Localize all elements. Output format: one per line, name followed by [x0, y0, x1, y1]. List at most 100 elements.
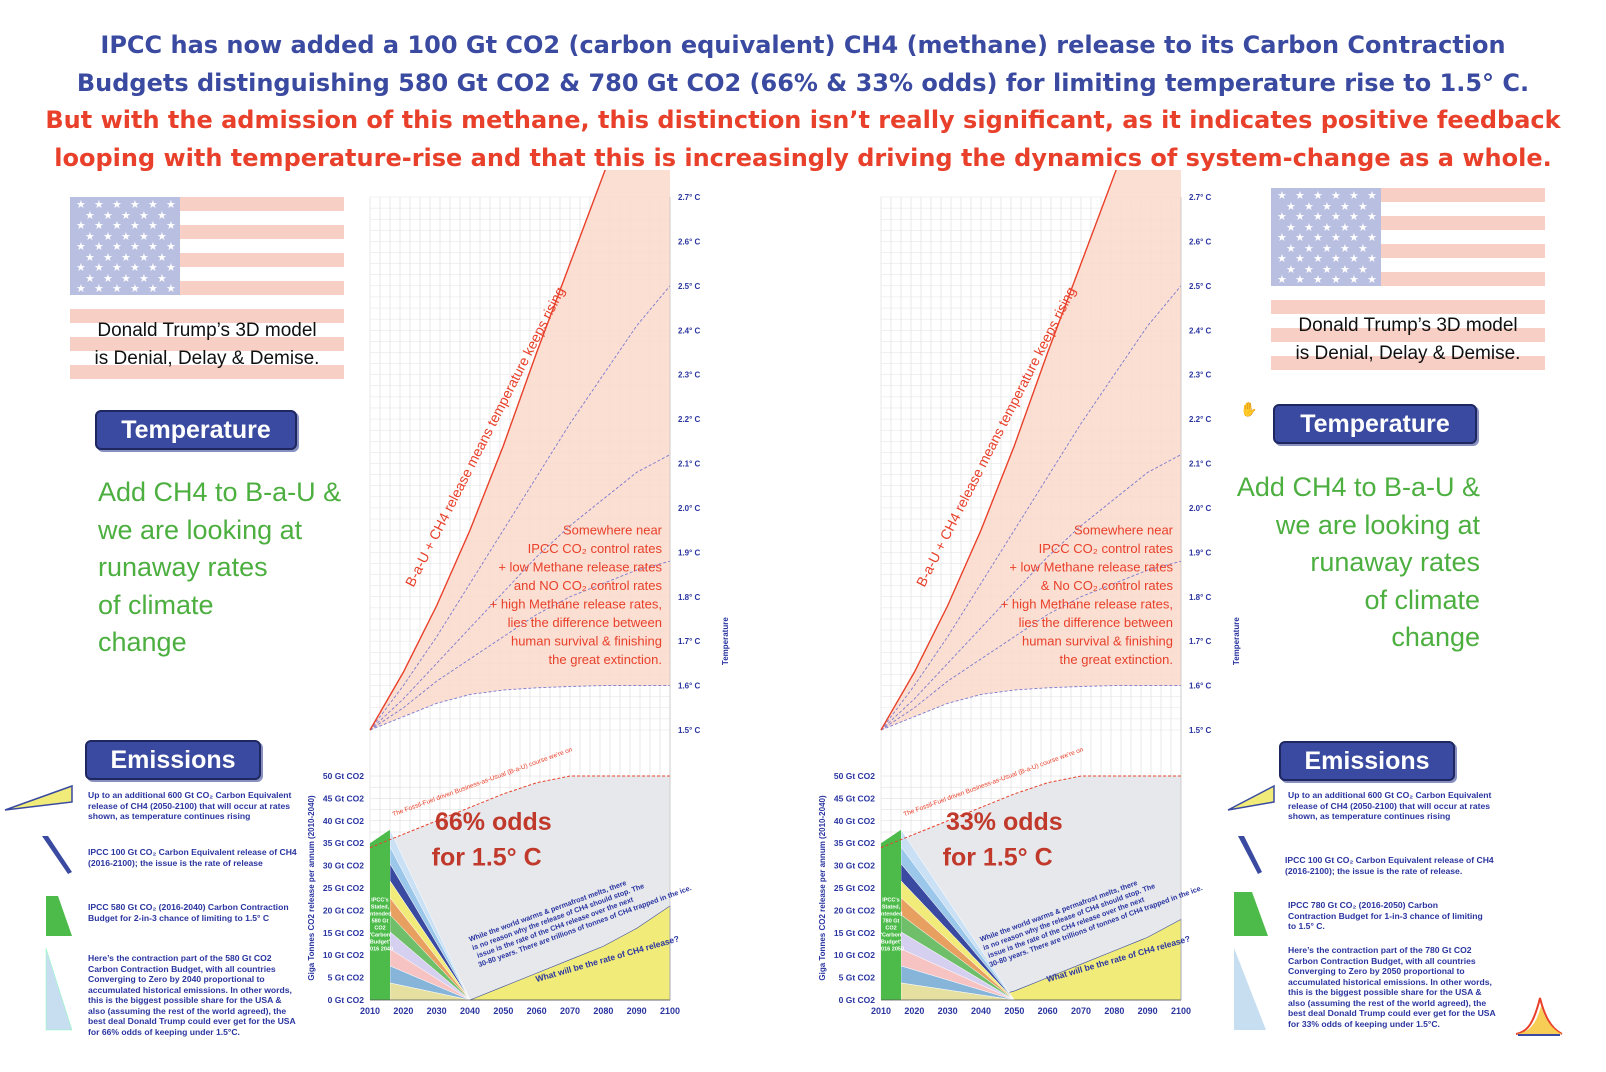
- flag-star-icon: ★: [148, 241, 158, 253]
- flag-star-icon: ★: [1331, 211, 1341, 223]
- x-tick-label: 2010: [871, 1006, 891, 1016]
- methane-wedge-icon: [4, 784, 73, 811]
- flag-star-icon: ★: [1286, 242, 1296, 255]
- budget-label: IPCC's Stated, Intended 580 Gt CO2 'Carbon Bud…: [367, 897, 393, 952]
- temp-tick-label: 2.1° C: [678, 460, 701, 469]
- x-tick-label: 2030: [427, 1006, 447, 1016]
- legend-icons-right: [1227, 784, 1275, 1030]
- y-tick-label: 45 Gt CO2: [834, 793, 875, 803]
- flag-star-icon: ★: [121, 209, 131, 222]
- flag-star-icon: ★: [1349, 253, 1359, 265]
- flag-star-icon: ★: [1358, 200, 1368, 213]
- temp-tick-label: 2.5° C: [1189, 282, 1212, 291]
- bau-line: [369, 775, 670, 849]
- emissions-pill-right: Emissions: [1279, 741, 1455, 781]
- flag-star-icon: ★: [1286, 200, 1296, 213]
- headline-line-4: looping with temperature-rise and that t…: [54, 144, 1552, 172]
- x-tick-label: 2090: [1138, 1006, 1158, 1016]
- flag-caption-line-2: is Denial, Delay & Demise.: [94, 348, 320, 369]
- flag-stripe: [70, 351, 344, 365]
- y-tick-label: 0 Gt CO2: [328, 995, 365, 1005]
- flag-star-icon: ★: [148, 262, 158, 274]
- temperature-curve: [369, 560, 671, 731]
- legend-left-item-1: Up to an additional 600 Gt CO₂ Carbon Eq…: [88, 790, 292, 821]
- x-tick-label: 2100: [1171, 1006, 1191, 1016]
- x-tick-label: 2060: [1038, 1006, 1058, 1016]
- flag-stripe: [70, 323, 344, 337]
- flag-star-icon: ★: [76, 241, 86, 253]
- flag-star-icon: ★: [94, 199, 104, 211]
- y-tick-label: 35 Gt CO2: [323, 838, 364, 848]
- flag-star-icon: ★: [1367, 232, 1377, 244]
- temperature-pill-left: Temperature: [95, 410, 297, 450]
- budget-label: IPCC's Stated, Intended 780 Gt CO2 'Carbon Bud…: [878, 897, 904, 952]
- temp-tick-label: 2.2° C: [678, 415, 701, 424]
- temperature-curve: [880, 170, 1117, 731]
- temp-tick-label: 2.0° C: [1189, 504, 1212, 513]
- flag-star-icon: ★: [1367, 190, 1377, 202]
- ipcc-ch4-wedge-icon: [42, 836, 72, 874]
- x-tick-label: 2050: [493, 1006, 513, 1016]
- flag-star-icon: ★: [1313, 274, 1323, 286]
- legend-left-item-3: IPCC 580 Gt CO₂ (2016-2040) Carbon Contr…: [88, 902, 289, 923]
- y-tick-label: 0 Gt CO2: [839, 995, 876, 1005]
- temp-tick-label: 1.7° C: [678, 637, 701, 646]
- flag-star-icon: ★: [85, 272, 95, 285]
- runaway-text-left: Add CH4 to B-a-U & we are looking at run…: [98, 477, 342, 657]
- x-tick-label: 2020: [393, 1006, 413, 1016]
- y-tick-label: 30 Gt CO2: [323, 861, 364, 871]
- ipcc-ch4-wedge-icon: [1238, 836, 1262, 874]
- x-tick-label: 2100: [660, 1006, 680, 1016]
- flag-star-icon: ★: [1322, 200, 1332, 213]
- y-tick-label: 35 Gt CO2: [834, 838, 875, 848]
- flag-star-icon: ★: [130, 283, 140, 295]
- flag-star-icon: ★: [1358, 221, 1368, 234]
- flag-star-icon: ★: [1367, 274, 1377, 286]
- temp-tick-label: 1.5° C: [1189, 726, 1212, 735]
- temperature-pill-right: Temperature: [1273, 404, 1477, 444]
- temp-tick-label: 1.9° C: [678, 548, 701, 557]
- temp-tick-label: 1.8° C: [1189, 593, 1212, 602]
- runaway-text-right: Add CH4 to B-a-U & we are looking at run…: [1236, 472, 1480, 652]
- temp-tick-label: 2.6° C: [678, 237, 701, 246]
- flag-star-icon: ★: [166, 283, 176, 295]
- flag-star-icon: ★: [112, 241, 122, 253]
- flag-star-icon: ★: [1295, 253, 1305, 265]
- flag-stripe: [70, 365, 344, 379]
- flag-star-icon: ★: [139, 251, 149, 264]
- y-tick-label: 15 Gt CO2: [323, 928, 364, 938]
- temperature-curve: [880, 685, 1181, 731]
- flag-star-icon: ★: [1322, 263, 1332, 276]
- flag-star-icon: ★: [148, 199, 158, 211]
- flag-star-icon: ★: [1331, 232, 1341, 244]
- flag-star-icon: ★: [1340, 263, 1350, 276]
- flag-star-icon: ★: [139, 230, 149, 243]
- x-tick-label: 2070: [1071, 1006, 1091, 1016]
- temp-tick-label: 1.9° C: [1189, 548, 1212, 557]
- bau-line: [880, 775, 1181, 849]
- budget-wedge-icon: [46, 896, 72, 936]
- y-axis-label: Giga Tonnes CO2 release per annum (2010-…: [307, 795, 316, 981]
- flag-star-icon: ★: [1304, 200, 1314, 213]
- bau-area: [370, 776, 670, 1000]
- flag-star-icon: ★: [1340, 200, 1350, 213]
- flag-star-icon: ★: [121, 230, 131, 243]
- flag-star-icon: ★: [1322, 221, 1332, 234]
- scenario-note: Somewhere near IPCC CO₂ control rates + lo…: [1001, 523, 1174, 668]
- flag-stripe: [1271, 342, 1545, 356]
- flag-star-icon: ★: [1286, 221, 1296, 234]
- flag-star-icon: ★: [1304, 263, 1314, 276]
- flag-canton: ★ ★ ★ ★ ★ ★ ★ ★ ★ ★ ★ ★ ★ ★ ★ ★ ★ ★ ★ ★ ★ ★ ★ ★ ★ ★ ★ ★ ★ ★ ★ ★ ★ ★ ★ ★ ★ ★ ★ ★…: [1271, 188, 1381, 286]
- hand-cursor-icon: ✋: [1240, 401, 1258, 417]
- flag-star-icon: ★: [157, 272, 167, 285]
- y-axis-label: Giga Tonnes CO2 release per annum (2010-…: [818, 795, 827, 981]
- temp-tick-label: 2.7° C: [1189, 193, 1212, 202]
- x-tick-label: 2040: [460, 1006, 480, 1016]
- flag-star-icon: ★: [130, 220, 140, 232]
- temperature-curve: [880, 560, 1182, 731]
- scenario-note: Somewhere near IPCC CO₂ control rates + lo…: [490, 523, 663, 668]
- flag-star-icon: ★: [1349, 274, 1359, 286]
- flag-star-icon: ★: [1322, 242, 1332, 255]
- flag-star-icon: ★: [76, 262, 86, 274]
- temp-tick-label: 1.6° C: [678, 682, 701, 691]
